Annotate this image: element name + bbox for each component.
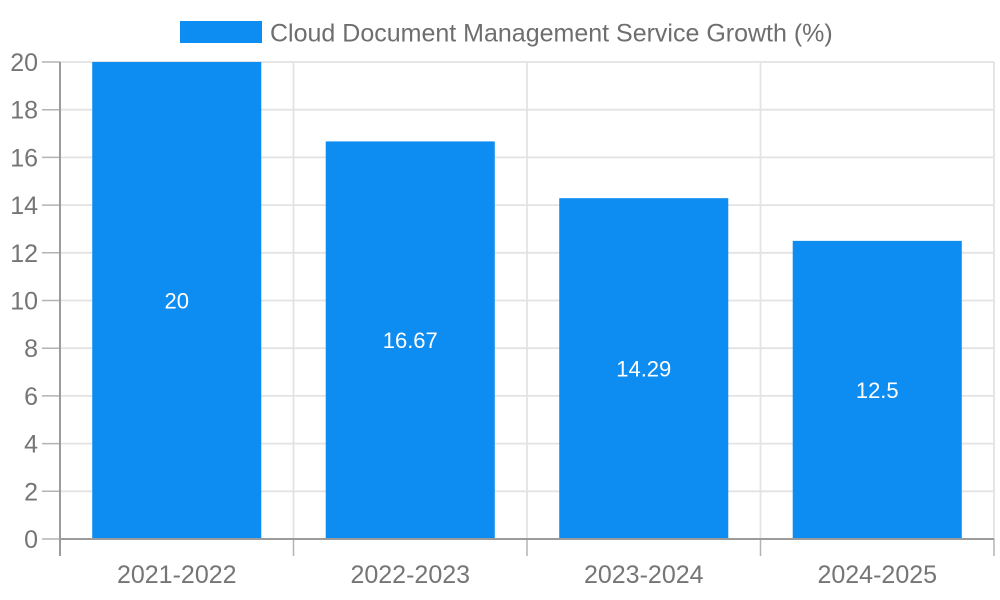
label-layer: 202021-202216.672022-202314.292023-20241… (10, 49, 937, 589)
y-tick-label: 0 (24, 526, 38, 554)
y-tick-label: 18 (10, 97, 38, 125)
x-tick-label: 2024-2025 (817, 561, 937, 589)
bar-value-label: 20 (165, 289, 189, 314)
y-tick-label: 14 (10, 192, 38, 220)
x-tick-label: 2021-2022 (117, 561, 237, 589)
bar (325, 141, 495, 539)
bar (92, 62, 262, 539)
y-tick-label: 16 (10, 144, 38, 172)
x-tick-label: 2022-2023 (350, 561, 470, 589)
bar-value-label: 16.67 (383, 328, 438, 353)
y-tick-label: 4 (24, 431, 38, 459)
y-tick-label: 10 (10, 288, 38, 316)
bar-value-label: 12.5 (856, 378, 899, 403)
bar-value-label: 14.29 (616, 357, 671, 382)
y-tick-label: 8 (24, 335, 38, 363)
legend-swatch (180, 21, 262, 43)
bar (559, 198, 729, 539)
axis-layer (42, 61, 995, 556)
x-tick-label: 2023-2024 (584, 561, 704, 589)
y-tick-label: 20 (10, 49, 38, 77)
bar (792, 240, 962, 539)
legend: Cloud Document Management Service Growth… (180, 20, 833, 48)
y-tick-label: 6 (24, 383, 38, 411)
bar-layer (92, 62, 962, 539)
legend-label: Cloud Document Management Service Growth… (270, 20, 833, 48)
y-tick-label: 12 (10, 240, 38, 268)
y-tick-label: 2 (24, 478, 38, 506)
